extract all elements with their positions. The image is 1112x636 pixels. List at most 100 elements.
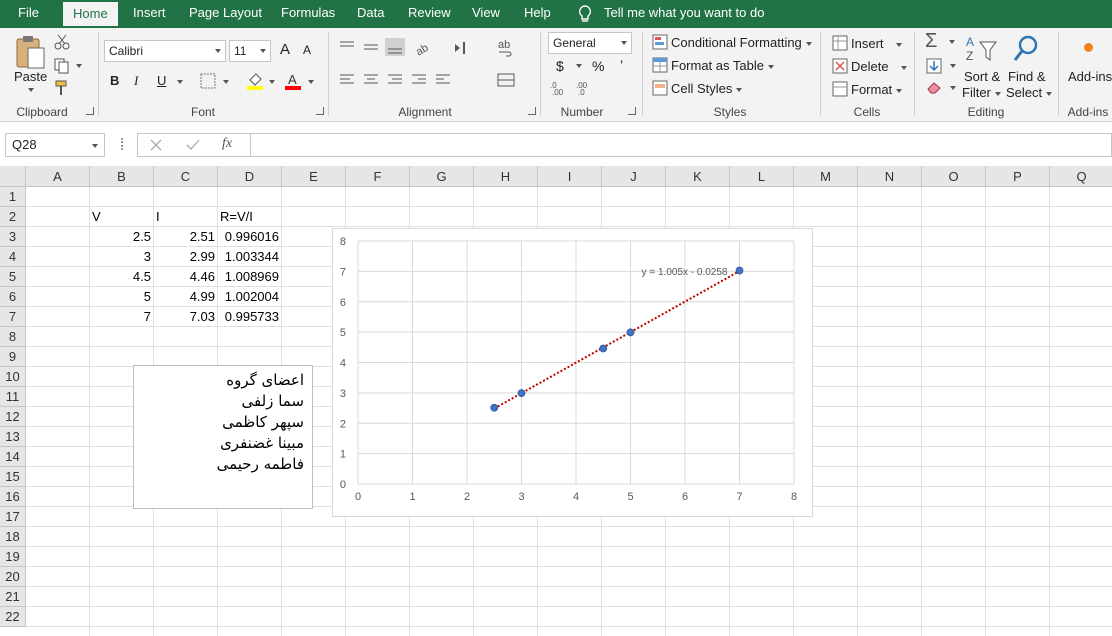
clipboard-launcher[interactable] [86,107,94,115]
decrease-font-button[interactable]: A [303,43,312,57]
column-header-i[interactable]: I [538,166,602,187]
cell-c5[interactable]: 4.46 [189,269,215,284]
tab-page-layout[interactable]: Page Layout [189,5,263,20]
column-header-p[interactable]: P [986,166,1050,187]
conditional-formatting-icon[interactable] [652,34,668,50]
cancel-icon[interactable] [150,139,162,151]
column-header-a[interactable]: A [26,166,90,187]
number-format-select[interactable]: General [548,32,632,54]
column-header-o[interactable]: O [922,166,986,187]
row-header-18[interactable]: 18 [0,527,26,547]
row-header-9[interactable]: 9 [0,347,26,367]
horizontal-align-icons[interactable] [338,72,458,88]
format-as-table-button[interactable]: Format as Table [671,58,774,73]
row-header-17[interactable]: 17 [0,507,26,527]
name-box[interactable]: Q28 [5,133,105,157]
bold-button[interactable]: B [110,73,120,88]
font-color-icon[interactable]: A [284,71,302,91]
autosum-dropdown[interactable] [949,40,955,44]
borders-dropdown[interactable] [223,80,229,84]
column-header-e[interactable]: E [282,166,346,187]
insert-function-button[interactable]: fx [222,136,233,151]
column-header-d[interactable]: D [218,166,282,187]
row-header-5[interactable]: 5 [0,267,26,287]
row-header-12[interactable]: 12 [0,407,26,427]
cell-styles-button[interactable]: Cell Styles [671,81,743,96]
insert-cells-button[interactable]: Insert [851,36,902,51]
cell-d3[interactable]: 0.996016 [224,229,279,244]
format-cells-icon[interactable] [832,81,848,97]
column-header-g[interactable]: G [410,166,474,187]
cut-icon[interactable] [54,34,70,50]
formula-input[interactable] [251,133,1112,157]
tell-me-search[interactable]: Tell me what you want to do [604,5,765,20]
formula-bar-splitter[interactable] [121,138,123,150]
find-select-button[interactable]: Select [1006,85,1053,100]
column-header-b[interactable]: B [90,166,154,187]
delete-cells-button[interactable]: Delete [851,59,907,74]
format-cells-button[interactable]: Format [851,82,903,97]
tab-help[interactable]: Help [524,5,551,20]
accounting-format-button[interactable]: $ [556,58,564,74]
borders-icon[interactable] [200,73,216,89]
select-all-corner[interactable] [0,166,26,187]
enter-check-icon[interactable] [186,139,200,151]
tab-formulas[interactable]: Formulas [281,5,336,20]
fill-down-icon[interactable] [926,58,942,74]
find-select-label[interactable]: Find & [1008,69,1046,84]
addins-icon[interactable] [1084,43,1093,52]
cell-d5[interactable]: 1.008969 [224,269,279,284]
row-header-11[interactable]: 11 [0,387,26,407]
accounting-dropdown[interactable] [576,64,582,68]
cell-d7[interactable]: 0.995733 [224,309,279,324]
copy-icon[interactable] [54,58,70,74]
paste-dropdown[interactable] [28,88,34,92]
clear-eraser-icon[interactable] [926,80,942,94]
insert-cells-icon[interactable] [832,35,848,51]
tab-home[interactable]: Home [63,2,118,28]
sort-filter-button[interactable]: Filter [962,85,1001,100]
header-i[interactable]: I [156,209,160,224]
row-header-10[interactable]: 10 [0,367,26,387]
orientation-icon[interactable]: ab [414,40,440,56]
font-color-dropdown[interactable] [308,80,314,84]
percent-style-button[interactable]: % [592,58,605,74]
tab-data[interactable]: Data [357,5,385,20]
wrap-text-icon[interactable]: ab [498,38,514,58]
fill-dropdown[interactable] [950,64,956,68]
column-header-f[interactable]: F [346,166,410,187]
cell-c3[interactable]: 2.51 [189,229,215,244]
cell-c7[interactable]: 7.03 [189,309,215,324]
paste-icon[interactable] [14,34,46,70]
cell-d6[interactable]: 1.002004 [224,289,279,304]
column-header-c[interactable]: C [154,166,218,187]
number-launcher[interactable] [628,107,636,115]
column-header-h[interactable]: H [474,166,538,187]
column-header-j[interactable]: J [602,166,666,187]
comma-style-button[interactable]: ’ [620,57,624,73]
decimal-places-icons[interactable]: .0 .00 .00 .0 [550,80,602,96]
format-painter-icon[interactable] [54,80,70,96]
copy-dropdown[interactable] [76,64,82,68]
cell-b3[interactable]: 2.5 [132,229,151,244]
row-header-1[interactable]: 1 [0,187,26,207]
font-size-select[interactable]: 11 [229,40,271,62]
row-header-7[interactable]: 7 [0,307,26,327]
format-table-icon[interactable] [652,57,668,73]
autosum-icon[interactable]: Σ [925,30,938,52]
sort-filter-label[interactable]: Sort & [964,69,1001,84]
clear-dropdown[interactable] [950,86,956,90]
row-header-20[interactable]: 20 [0,567,26,587]
fill-color-dropdown[interactable] [269,80,275,84]
cell-d4[interactable]: 1.003344 [224,249,279,264]
italic-button[interactable]: I [134,73,139,88]
addins-button[interactable]: Add-ins [1068,69,1112,84]
row-header-21[interactable]: 21 [0,587,26,607]
find-select-icon[interactable] [1012,34,1040,64]
tab-file[interactable]: File [18,5,39,20]
column-header-n[interactable]: N [858,166,922,187]
conditional-formatting-button[interactable]: Conditional Formatting [671,35,812,50]
tab-review[interactable]: Review [408,5,451,20]
row-header-8[interactable]: 8 [0,327,26,347]
